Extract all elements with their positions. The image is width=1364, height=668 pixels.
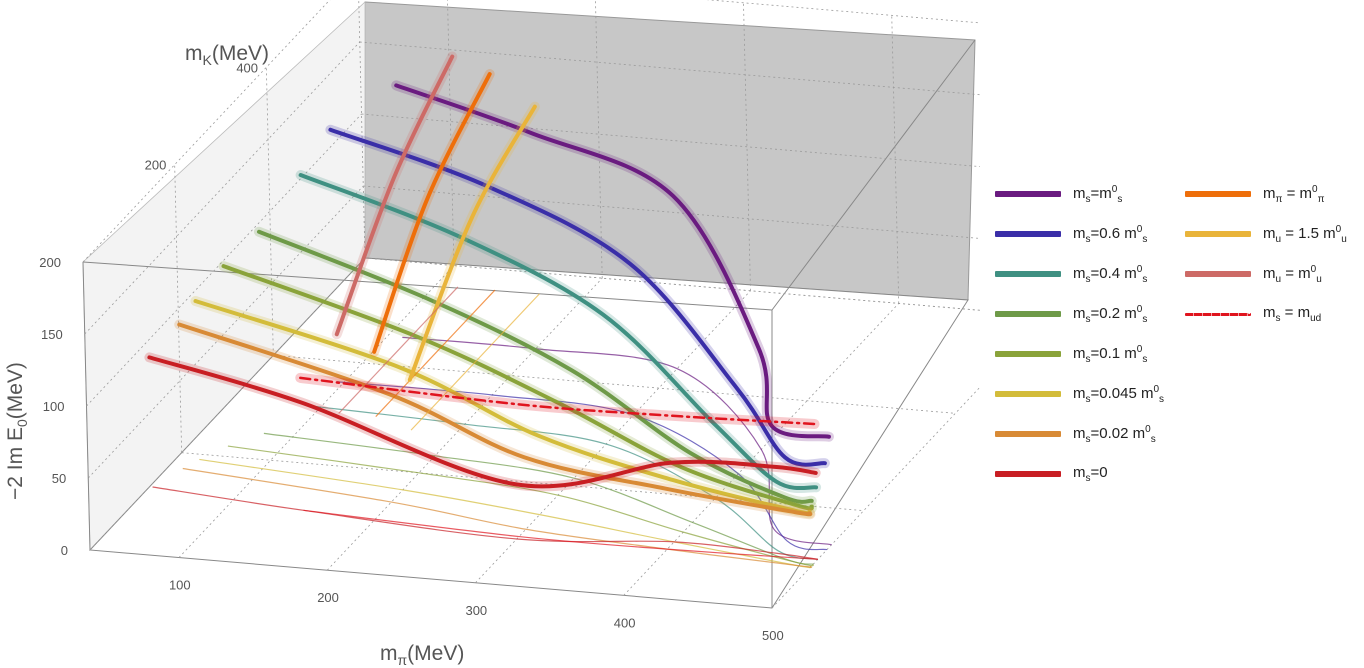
- legend-label: ms=0.045 m0s: [1073, 383, 1165, 405]
- legend-label: mu = m0u: [1263, 263, 1322, 285]
- legend-swatch: [1185, 271, 1251, 277]
- series-line-6: [177, 322, 813, 517]
- legend-item: ms=0.045 m0s: [995, 380, 1164, 408]
- legend-label: mu = 1.5 m0u: [1263, 223, 1347, 245]
- legend-label: ms=0.2 m0s: [1073, 303, 1148, 325]
- wall-grid-z: [364, 257, 980, 311]
- legend-item: mu = 1.5 m0u: [1185, 220, 1347, 248]
- legend-label: ms=0.4 m0s: [1073, 263, 1148, 285]
- series-floor-projection-10: [338, 286, 459, 414]
- x-tick-label: 500: [762, 628, 784, 643]
- series-line-11: [299, 376, 816, 426]
- legend-label: ms=0.6 m0s: [1073, 223, 1148, 245]
- legend-swatch: [995, 231, 1061, 237]
- legend-swatch: [995, 271, 1061, 277]
- series-floor-projection-7: [152, 486, 818, 560]
- z-tick-label: 200: [39, 255, 61, 270]
- z-tick-label: 150: [41, 327, 63, 342]
- wall-grid-z: [363, 185, 980, 239]
- legend-label: ms=0.02 m0s: [1073, 423, 1156, 445]
- y-axis-title: mK(MeV): [185, 42, 269, 68]
- series-line-1: [328, 127, 827, 467]
- floor-grid-x: [475, 290, 751, 584]
- y-tick-label: 400: [236, 60, 258, 75]
- legend-swatch: [995, 351, 1061, 357]
- series-line-4: [221, 264, 814, 511]
- legend-swatch: [995, 471, 1061, 477]
- left-grid-z: [82, 0, 331, 263]
- x-tick-label: 400: [614, 615, 636, 630]
- wall-grid-z: [706, 0, 980, 24]
- legend-item: ms=0.1 m0s: [995, 340, 1147, 368]
- z-tick-label: 0: [61, 543, 68, 558]
- z-tick-label: 50: [52, 471, 66, 486]
- legend-label: ms = mud: [1263, 304, 1322, 324]
- series-line-7: [147, 355, 818, 489]
- series-floor-projection-0: [402, 336, 832, 546]
- legend-item: ms=0.02 m0s: [995, 420, 1156, 448]
- series-floor-projection-3: [263, 432, 814, 565]
- x-tick-label: 100: [169, 578, 191, 593]
- floor-grid-x: [178, 265, 455, 558]
- left-grid-z: [84, 41, 361, 335]
- legend-label: ms=m0s: [1073, 183, 1123, 205]
- left-grid-z: [86, 113, 362, 407]
- legend-swatch: [1185, 191, 1251, 197]
- series-floor-projection-11: [303, 509, 818, 560]
- left-grid-y: [265, 67, 274, 356]
- wall-grid-x: [743, 2, 751, 291]
- series-line-2: [298, 173, 819, 491]
- legend-item: ms=0.2 m0s: [995, 300, 1147, 328]
- legend-item: ms = mud: [1185, 300, 1321, 328]
- wall-grid-x: [595, 0, 603, 279]
- series-line-0: [394, 83, 831, 439]
- legend-item: ms=0.6 m0s: [995, 220, 1147, 248]
- chart-3d-plot: 100200300400500200400600050100150200 mπ(…: [4, 0, 980, 668]
- series-line-9: [407, 104, 537, 382]
- z-tick-label: 100: [43, 399, 65, 414]
- legend: ms=m0s ms=0.6 m0s ms=0.4 m0s ms=0.2 m0s ms=0…: [995, 180, 1360, 500]
- wall-grid-x: [891, 15, 900, 304]
- series-layer: [144, 51, 834, 569]
- wall-grid-z: [359, 41, 980, 96]
- legend-swatch: [1185, 312, 1251, 316]
- legend-item: mu = m0u: [1185, 260, 1322, 288]
- legend-swatch: [995, 311, 1061, 317]
- left-grid-y: [358, 0, 366, 259]
- legend-swatch: [1185, 231, 1251, 237]
- series-floor-projection-2: [306, 404, 818, 560]
- tick-layer: 100200300400500200400600050100150200: [39, 60, 784, 643]
- series-floor-projection-6: [182, 467, 813, 568]
- legend-item: ms=0.4 m0s: [995, 260, 1147, 288]
- floor-grid-y: [273, 354, 956, 414]
- series-line-8: [372, 72, 492, 354]
- x-tick-label: 200: [317, 590, 339, 605]
- legend-swatch: [995, 431, 1061, 437]
- wall-grid-z: [361, 113, 980, 168]
- left-grid-z: [89, 257, 366, 551]
- series-floor-projection-4: [227, 445, 814, 567]
- legend-item: ms=0: [995, 460, 1108, 488]
- box-edges: [82, 39, 976, 608]
- legend-label: mπ = m0π: [1263, 183, 1325, 205]
- y-tick-label: 200: [145, 158, 167, 173]
- series-line-3: [256, 229, 814, 504]
- legend-swatch: [995, 191, 1061, 197]
- series-line-10: [334, 54, 455, 337]
- legend-swatch: [995, 391, 1061, 397]
- left-grid-y: [174, 164, 183, 453]
- x-axis-title: mπ(MeV): [380, 642, 464, 668]
- series-floor-projection-9: [410, 293, 540, 431]
- series-floor-projection-8: [375, 289, 496, 418]
- wall-grid-x: [447, 0, 455, 266]
- legend-item: mπ = m0π: [1185, 180, 1324, 208]
- x-tick-label: 300: [465, 603, 487, 618]
- left-grid-z: [87, 185, 364, 479]
- legend-label: ms=0: [1073, 464, 1108, 484]
- z-axis-title: −2 Im E0(MeV): [4, 362, 30, 500]
- legend-item: ms=m0s: [995, 180, 1122, 208]
- legend-label: ms=0.1 m0s: [1073, 343, 1148, 365]
